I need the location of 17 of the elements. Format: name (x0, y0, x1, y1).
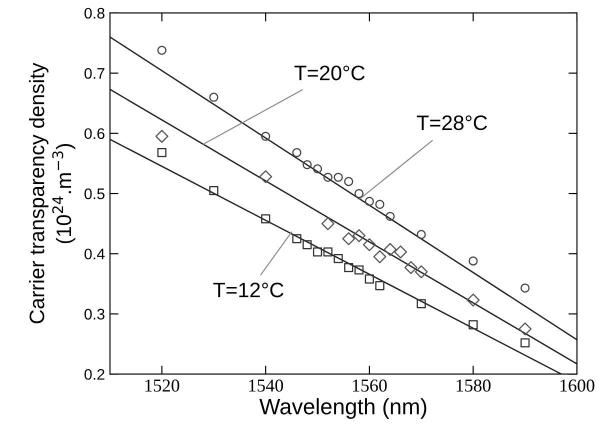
x-tick-label: 1520 (145, 379, 180, 392)
x-tick-label: 1540 (249, 379, 284, 392)
x-tick-label: 1600 (560, 379, 594, 392)
annotation: T=28°C (416, 115, 488, 130)
y-tick-label: 0.7 (84, 68, 104, 79)
y-tick-label: 0.2 (84, 368, 104, 380)
y-tick-label: 0.6 (84, 128, 104, 140)
y-tick-label: 0.4 (84, 248, 105, 260)
y-axis-title: Carrier transparency density (10$^{24}$.m$^{−3}$) (29, 62, 76, 324)
y-tick-label: 0.5 (84, 188, 104, 200)
y-tick-label: 0.3 (84, 308, 104, 320)
y-tick-label: 0.8 (84, 8, 104, 19)
x-axis-title: Wavelength (nm) (259, 398, 426, 419)
annotation: T=12°C (213, 282, 284, 298)
x-tick-label: 1560 (352, 379, 387, 392)
x-tick-label: 1580 (456, 379, 491, 392)
annotation: T=20°C (294, 66, 365, 80)
